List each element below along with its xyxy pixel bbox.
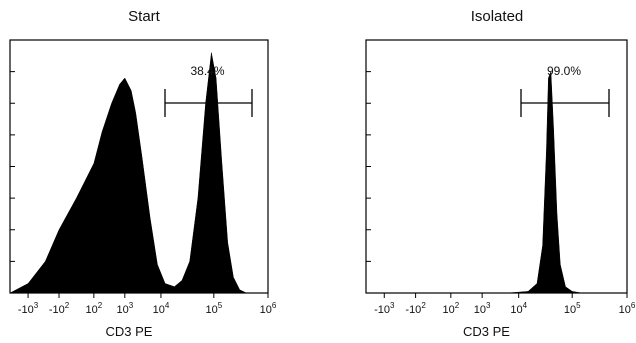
- x-tick-label: 105: [205, 301, 222, 316]
- x-tick-label: 106: [619, 301, 636, 316]
- x-tick-label: 102: [442, 301, 459, 316]
- panel-start: Start -103 -102 102 103 104 105 106 CD3 PE 38.4%: [9, 8, 277, 339]
- x-tick-label: -102: [405, 301, 426, 316]
- x-axis-label: CD3 PE: [463, 324, 510, 339]
- x-tick-label: 105: [564, 301, 581, 316]
- panel-isolated: Isolated -103 -102 102 103 104 105 106 CD3 PE 99.…: [365, 8, 636, 339]
- histogram-series: [366, 71, 582, 294]
- plot-frame: [365, 39, 628, 294]
- x-tick-label: 103: [474, 301, 491, 316]
- gate-percent-label: 38.4%: [190, 64, 224, 78]
- histogram-series: [9, 52, 247, 294]
- x-tick-label: -103: [18, 301, 39, 316]
- x-tick-label: -103: [374, 301, 395, 316]
- x-tick-label: 104: [153, 301, 170, 316]
- chart-title: Start: [128, 8, 161, 25]
- x-tick-label: 102: [85, 301, 102, 316]
- x-axis-label: CD3 PE: [106, 324, 153, 339]
- x-tick-label: 106: [260, 301, 277, 316]
- x-tick-label: 104: [510, 301, 527, 316]
- gate-percent-label: 99.0%: [547, 64, 581, 78]
- chart-title: Isolated: [471, 8, 524, 25]
- x-tick-label: 103: [116, 301, 133, 316]
- x-tick-label: -102: [49, 301, 70, 316]
